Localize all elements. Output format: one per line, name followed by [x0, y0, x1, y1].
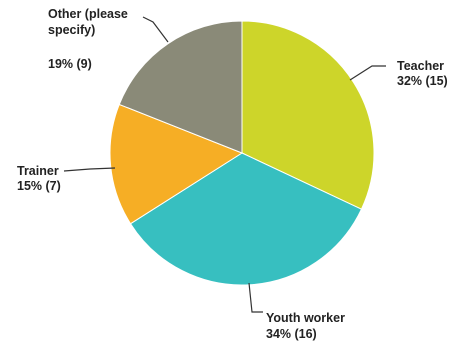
leader-line-teacher: [349, 65, 386, 81]
label-teacher-name: Teacher: [397, 59, 444, 73]
pie-slice-other-please-specify: [118, 20, 243, 154]
leader-lines: [63, 16, 386, 313]
label-other-value: 19% (9): [48, 57, 92, 71]
label-youth-worker-value: 34% (16): [266, 327, 317, 341]
pie-slices: [109, 20, 375, 286]
label-trainer-value: 15% (7): [17, 179, 61, 193]
slice-labels: Teacher 32% (15) Youth worker 34% (16) T…: [17, 7, 448, 341]
label-youth-worker-name: Youth worker: [266, 311, 345, 325]
pie-slice-youth-worker: [129, 152, 363, 286]
label-other-name-line1: Other (please: [48, 7, 128, 21]
leader-line-other: [142, 16, 169, 43]
leader-line-trainer: [63, 167, 116, 172]
leader-line-youth-worker: [248, 282, 263, 313]
label-other-name-line2: specify): [48, 23, 95, 37]
pie-slice-teacher: [241, 20, 375, 210]
label-trainer-name: Trainer: [17, 164, 59, 178]
pie-slice-trainer: [109, 103, 244, 225]
label-teacher-value: 32% (15): [397, 74, 448, 88]
